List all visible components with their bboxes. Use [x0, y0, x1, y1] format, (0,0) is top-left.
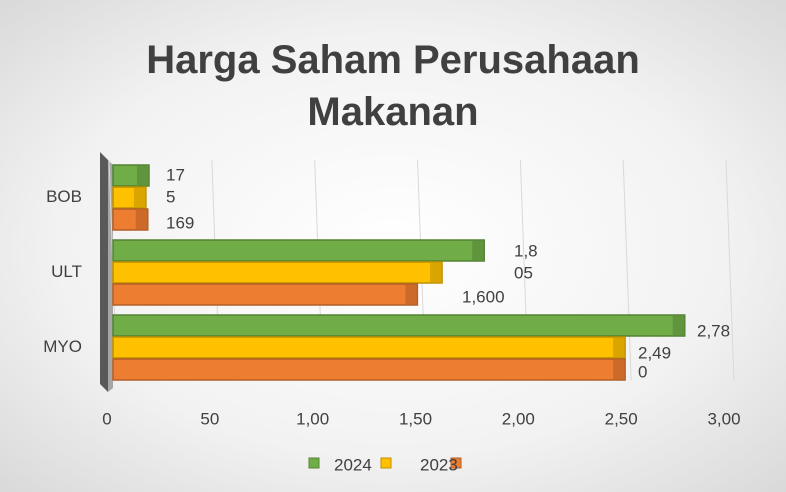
wall	[100, 152, 108, 392]
bar-part	[430, 262, 443, 283]
bar	[112, 314, 686, 337]
x-tick-label: 1,00	[296, 409, 329, 428]
bar-part	[112, 314, 686, 337]
bar-part	[613, 337, 626, 358]
bar	[112, 239, 485, 262]
y-tick-label: BOB	[46, 187, 82, 206]
data-label: 17	[166, 165, 185, 184]
bar	[112, 164, 150, 187]
bar-part	[135, 209, 148, 230]
data-label: 05	[514, 263, 533, 282]
x-tick-label: 2,00	[502, 409, 535, 428]
y-tick-label: ULT	[51, 262, 82, 281]
legend-swatch	[308, 457, 320, 469]
data-label: 0	[638, 362, 647, 381]
bar	[112, 358, 626, 381]
bar	[112, 283, 419, 306]
wall-side	[108, 160, 113, 392]
x-tick-label: 2,50	[605, 409, 638, 428]
data-label: 2,49	[638, 343, 671, 362]
bar	[112, 186, 147, 209]
bar-part	[112, 283, 419, 306]
x-tick-label: 0	[102, 409, 111, 428]
bar	[112, 336, 626, 359]
bar-part	[672, 315, 685, 336]
bar-part	[613, 359, 626, 380]
y-tick-label: MYO	[43, 337, 82, 356]
bar	[112, 261, 443, 284]
data-label: 2,78	[697, 321, 730, 340]
data-label: 1,600	[462, 287, 505, 306]
bar-part	[405, 284, 418, 305]
grid-line	[725, 159, 735, 381]
bar-part	[136, 165, 149, 186]
chart-title: Harga Saham Perusahaan Makanan	[146, 38, 640, 134]
bar-part	[112, 239, 485, 262]
data-label: 169	[166, 213, 194, 232]
bar-part	[112, 358, 626, 381]
legend-label: 2023	[420, 455, 458, 474]
bar-part	[112, 261, 443, 284]
x-tick-label: 1,50	[399, 409, 432, 428]
bar	[112, 208, 149, 231]
bar-part	[112, 336, 626, 359]
data-label: 1,8	[514, 241, 538, 260]
bar-part	[133, 187, 146, 208]
legend-swatch	[380, 457, 392, 469]
data-label: 5	[166, 187, 175, 206]
grid-line	[622, 159, 632, 381]
legend-swatch	[450, 457, 462, 469]
x-tick-label: 50	[200, 409, 219, 428]
legend-label: 2024	[334, 455, 372, 474]
x-tick-label: 3,00	[707, 409, 740, 428]
bar-part	[472, 240, 485, 261]
